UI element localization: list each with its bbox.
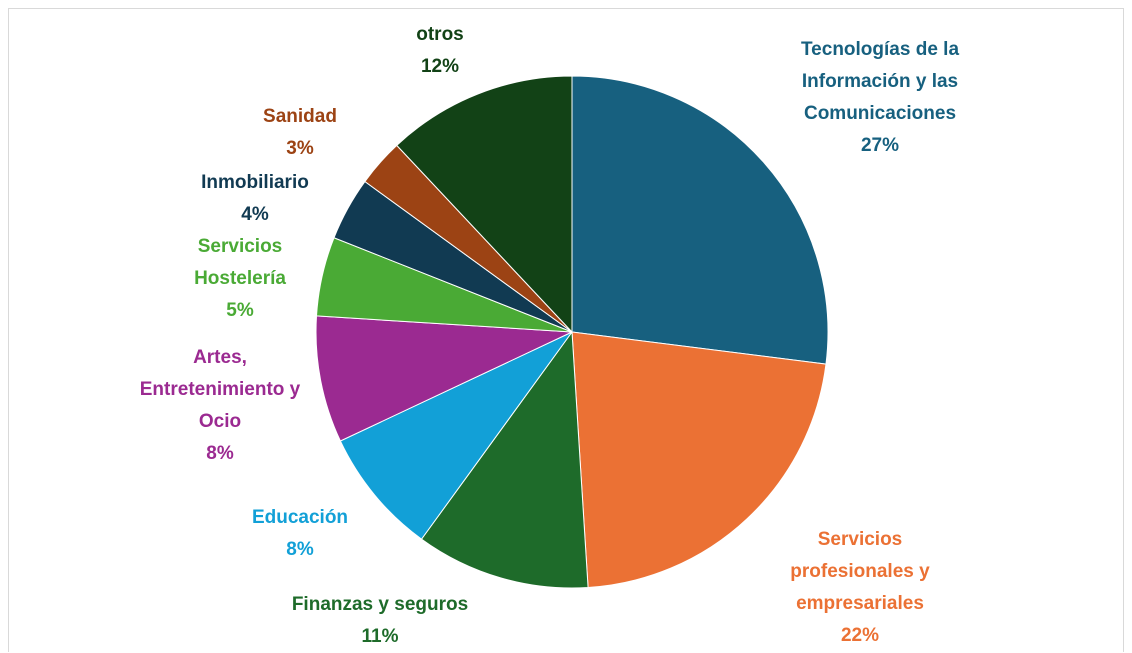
pie-slice xyxy=(339,331,573,540)
value-label: 11% xyxy=(361,626,399,647)
pie-slice xyxy=(571,75,829,365)
slice-label: Educación 8% xyxy=(225,502,375,566)
category-label: Artes, Entretenimiento y Ocio xyxy=(139,347,301,432)
slice-label: Servicios Hostelería 5% xyxy=(180,231,300,327)
slice-label: Sanidad 3% xyxy=(230,101,370,165)
pie-slice xyxy=(571,331,827,589)
slice-label: Artes, Entretenimiento y Ocio 8% xyxy=(128,342,313,470)
pie-slice xyxy=(396,75,573,334)
category-label: Inmobiliario xyxy=(201,172,309,193)
category-label: Educación xyxy=(251,507,349,528)
value-label: 8% xyxy=(206,443,234,464)
category-label: Finanzas y seguros xyxy=(291,594,469,615)
value-label: 27% xyxy=(860,135,900,156)
value-label: 12% xyxy=(420,56,460,77)
value-label: 22% xyxy=(840,625,880,646)
value-label: 4% xyxy=(241,204,269,225)
category-label: otros xyxy=(416,24,464,45)
slice-label: otros 12% xyxy=(390,19,490,83)
category-label: Servicios Hostelería xyxy=(194,236,286,289)
slice-label: Finanzas y seguros 11% xyxy=(250,589,510,653)
value-label: 8% xyxy=(286,539,314,560)
value-label: 5% xyxy=(226,300,254,321)
slice-label: Tecnologías de la Información y las Comu… xyxy=(775,34,985,162)
value-label: 3% xyxy=(286,138,314,159)
slice-label: Servicios profesionales y empresariales 2… xyxy=(775,524,945,652)
pie-slice xyxy=(420,330,589,589)
category-label: Sanidad xyxy=(263,106,337,127)
category-label: Tecnologías de la Información y las Comu… xyxy=(800,39,960,124)
category-label: Servicios profesionales y empresariales xyxy=(790,529,930,614)
pie-slice xyxy=(315,315,573,442)
slice-label: Inmobiliario 4% xyxy=(175,167,335,231)
chart-border xyxy=(8,8,1124,652)
